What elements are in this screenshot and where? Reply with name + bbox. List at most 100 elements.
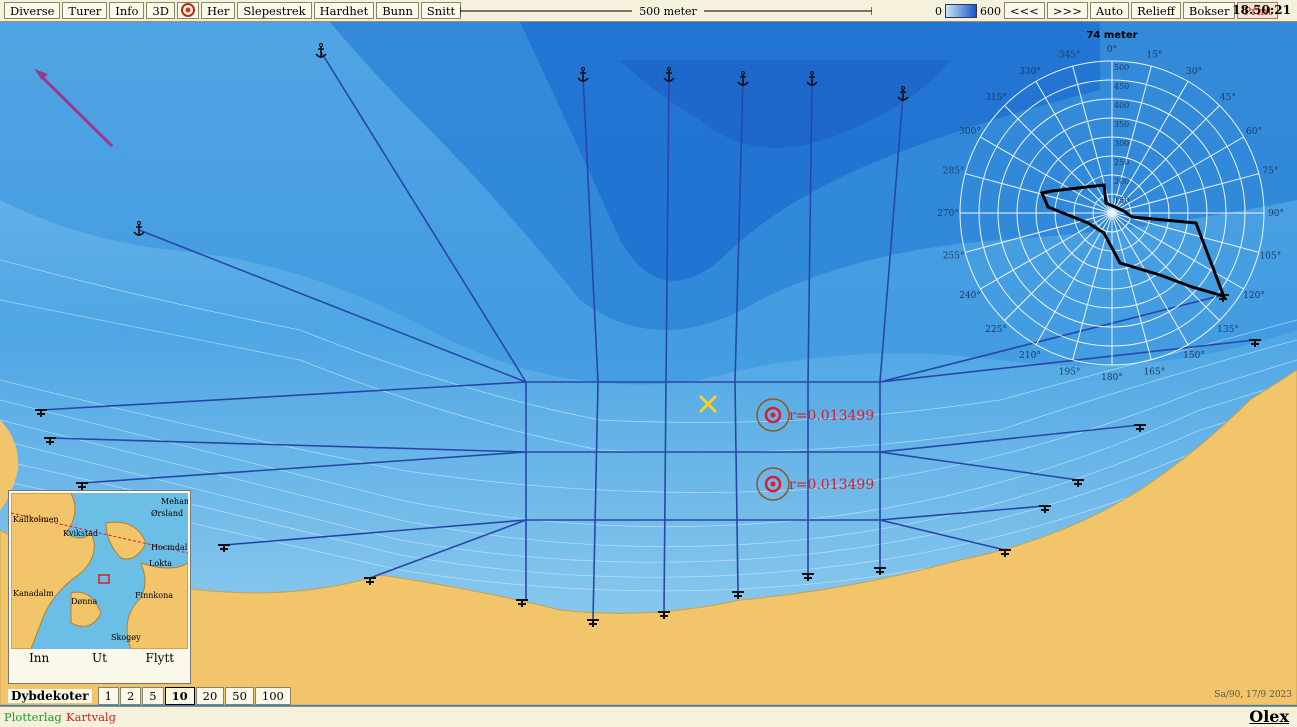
polar-angle-label: 315° [985, 93, 1007, 103]
date-stamp: Sa/90, 17/9 2023 [1214, 690, 1292, 700]
diverse-button[interactable]: Diverse [4, 2, 61, 19]
place-label: Finnkona [135, 591, 173, 600]
polar-radius-label: 250 [1114, 158, 1129, 167]
polar-angle-label: 285° [943, 167, 965, 177]
target-label-1: r=0.013499 [789, 408, 874, 424]
kartvalg-tab[interactable]: Kartvalg [66, 710, 116, 724]
polar-spoke [1004, 212, 1113, 321]
polar-angle-label: 345° [1059, 51, 1081, 61]
slepestrek-button[interactable]: Slepestrek [237, 2, 312, 19]
polar-angle-label: 240° [959, 291, 981, 301]
polar-angle-label: 75° [1262, 167, 1278, 177]
polar-spoke [1111, 212, 1259, 253]
target-marker-1[interactable]: r=0.013499 [756, 398, 874, 432]
polar-spoke [1111, 81, 1189, 214]
hardhet-button[interactable]: Hardhet [313, 2, 375, 19]
polar-spoke [1111, 212, 1152, 360]
polar-spoke [1035, 81, 1113, 214]
polar-angle-label: 300° [959, 127, 981, 137]
zoom-in-button[interactable]: Inn [29, 651, 50, 665]
polar-angle-label: 210° [1019, 351, 1041, 361]
depth-contour-selector: Dybdekoter 1 2 5 10 20 50 100 [8, 687, 292, 705]
heading-arrow [34, 69, 114, 148]
contour-option[interactable]: 2 [119, 687, 142, 705]
her-button[interactable]: Her [200, 2, 236, 19]
polar-radius-label: 400 [1114, 101, 1129, 110]
turer-button[interactable]: Turer [62, 2, 108, 19]
place-label: Kallkolmen [13, 515, 59, 524]
contour-option[interactable]: 50 [225, 687, 254, 705]
bunn-button[interactable]: Bunn [376, 2, 419, 19]
target-label-2: r=0.013499 [789, 477, 874, 493]
contour-option-selected[interactable]: 10 [164, 687, 195, 705]
polar-spoke [1035, 212, 1113, 345]
bokser-button[interactable]: Bokser [1182, 2, 1236, 19]
depth-color-scale[interactable]: 0 600 [935, 3, 1001, 19]
depth-max: 600 [980, 4, 1001, 18]
polar-angle-label: 60° [1246, 127, 1262, 137]
polar-angle-label: 30° [1186, 67, 1202, 77]
polar-angle-label: 150° [1183, 351, 1205, 361]
depth-gradient [945, 4, 977, 18]
target-icon[interactable] [176, 2, 199, 19]
3d-button[interactable]: 3D [146, 2, 175, 19]
cross-marker[interactable] [698, 394, 718, 414]
contour-option[interactable]: 5 [142, 687, 164, 705]
place-label: Ørsland [151, 509, 184, 518]
polar-shape [1039, 183, 1227, 301]
place-label: Lokta [149, 559, 172, 568]
polar-spoke [1111, 212, 1244, 290]
place-label: Hocmdal [151, 543, 188, 552]
polar-radius-label: 350 [1114, 120, 1129, 129]
polar-angle-label: 255° [943, 251, 965, 261]
polar-depth-label: 74 meter [1086, 30, 1137, 41]
polar-spoke [980, 136, 1113, 214]
place-label: Kvikstad [63, 529, 99, 538]
snitt-button[interactable]: Snitt [420, 2, 462, 19]
contour-option[interactable]: 20 [195, 687, 225, 705]
target-marker-2[interactable]: r=0.013499 [756, 467, 874, 501]
place-label: Mehamn [161, 497, 188, 506]
depth-min: 0 [935, 4, 942, 18]
polar-spoke [1111, 105, 1220, 214]
polar-diagram: 74 meter 0° 15° 30° 45° 60° 75° 90° 105° 120° 135… [937, 30, 1284, 383]
relieff-button[interactable]: Relieff [1131, 2, 1181, 19]
depth-contour-label: Dybdekoter [8, 689, 92, 703]
auto-button[interactable]: Auto [1089, 2, 1130, 19]
clock: 18.50:21 [1232, 3, 1291, 17]
polar-angle-label: 90° [1268, 209, 1284, 219]
scale-bar: 500 meter [460, 4, 872, 18]
polar-radius-label: 200 [1114, 177, 1129, 186]
polar-radius-label: 300 [1114, 139, 1129, 148]
info-button[interactable]: Info [109, 2, 145, 19]
polar-radius-label: 150 [1114, 196, 1129, 205]
print-button[interactable]: Print [1237, 2, 1279, 19]
scale-label: 500 meter [639, 5, 697, 18]
olex-logo: Olex [1249, 707, 1289, 726]
polar-angle-label: 165° [1144, 367, 1166, 377]
plotterlag-tab[interactable]: Plotterlag [4, 710, 62, 724]
zoom-out-button[interactable]: Ut [92, 651, 107, 665]
place-label: Kanadalm [13, 589, 54, 598]
polar-angle-label: 225° [985, 325, 1007, 335]
chart-map[interactable]: r=0.013499 r=0.013499 74 meter 0° 15° 30° 4… [0, 22, 1297, 705]
overview-controls: Inn Ut Flytt [9, 649, 190, 685]
polar-spoke [965, 173, 1113, 214]
polar-angle-label: 120° [1243, 291, 1265, 301]
place-label: Dønna [71, 597, 98, 606]
bottom-bar: Plotterlag Kartvalg Olex [0, 706, 1297, 727]
contour-option[interactable]: 1 [97, 687, 119, 705]
polar-spoke [1111, 212, 1220, 321]
back-button[interactable]: <<< [1004, 2, 1045, 19]
depth-band-4 [620, 60, 950, 148]
overview-map-canvas[interactable]: Kallkolmen Kvikstad Ørsland Hocmdal Lokt… [11, 493, 188, 649]
contour-lines [0, 259, 1297, 592]
contour-option[interactable]: 100 [254, 687, 291, 705]
move-button[interactable]: Flytt [145, 651, 175, 665]
polar-spoke [965, 212, 1113, 253]
polar-radius-label: 450 [1114, 82, 1129, 91]
polar-angle-label: 105° [1260, 251, 1282, 261]
top-toolbar: Diverse Turer Info 3D Her Slepestrek Har… [0, 0, 1297, 22]
forward-button[interactable]: >>> [1046, 2, 1088, 19]
polar-spoke [1111, 173, 1259, 214]
